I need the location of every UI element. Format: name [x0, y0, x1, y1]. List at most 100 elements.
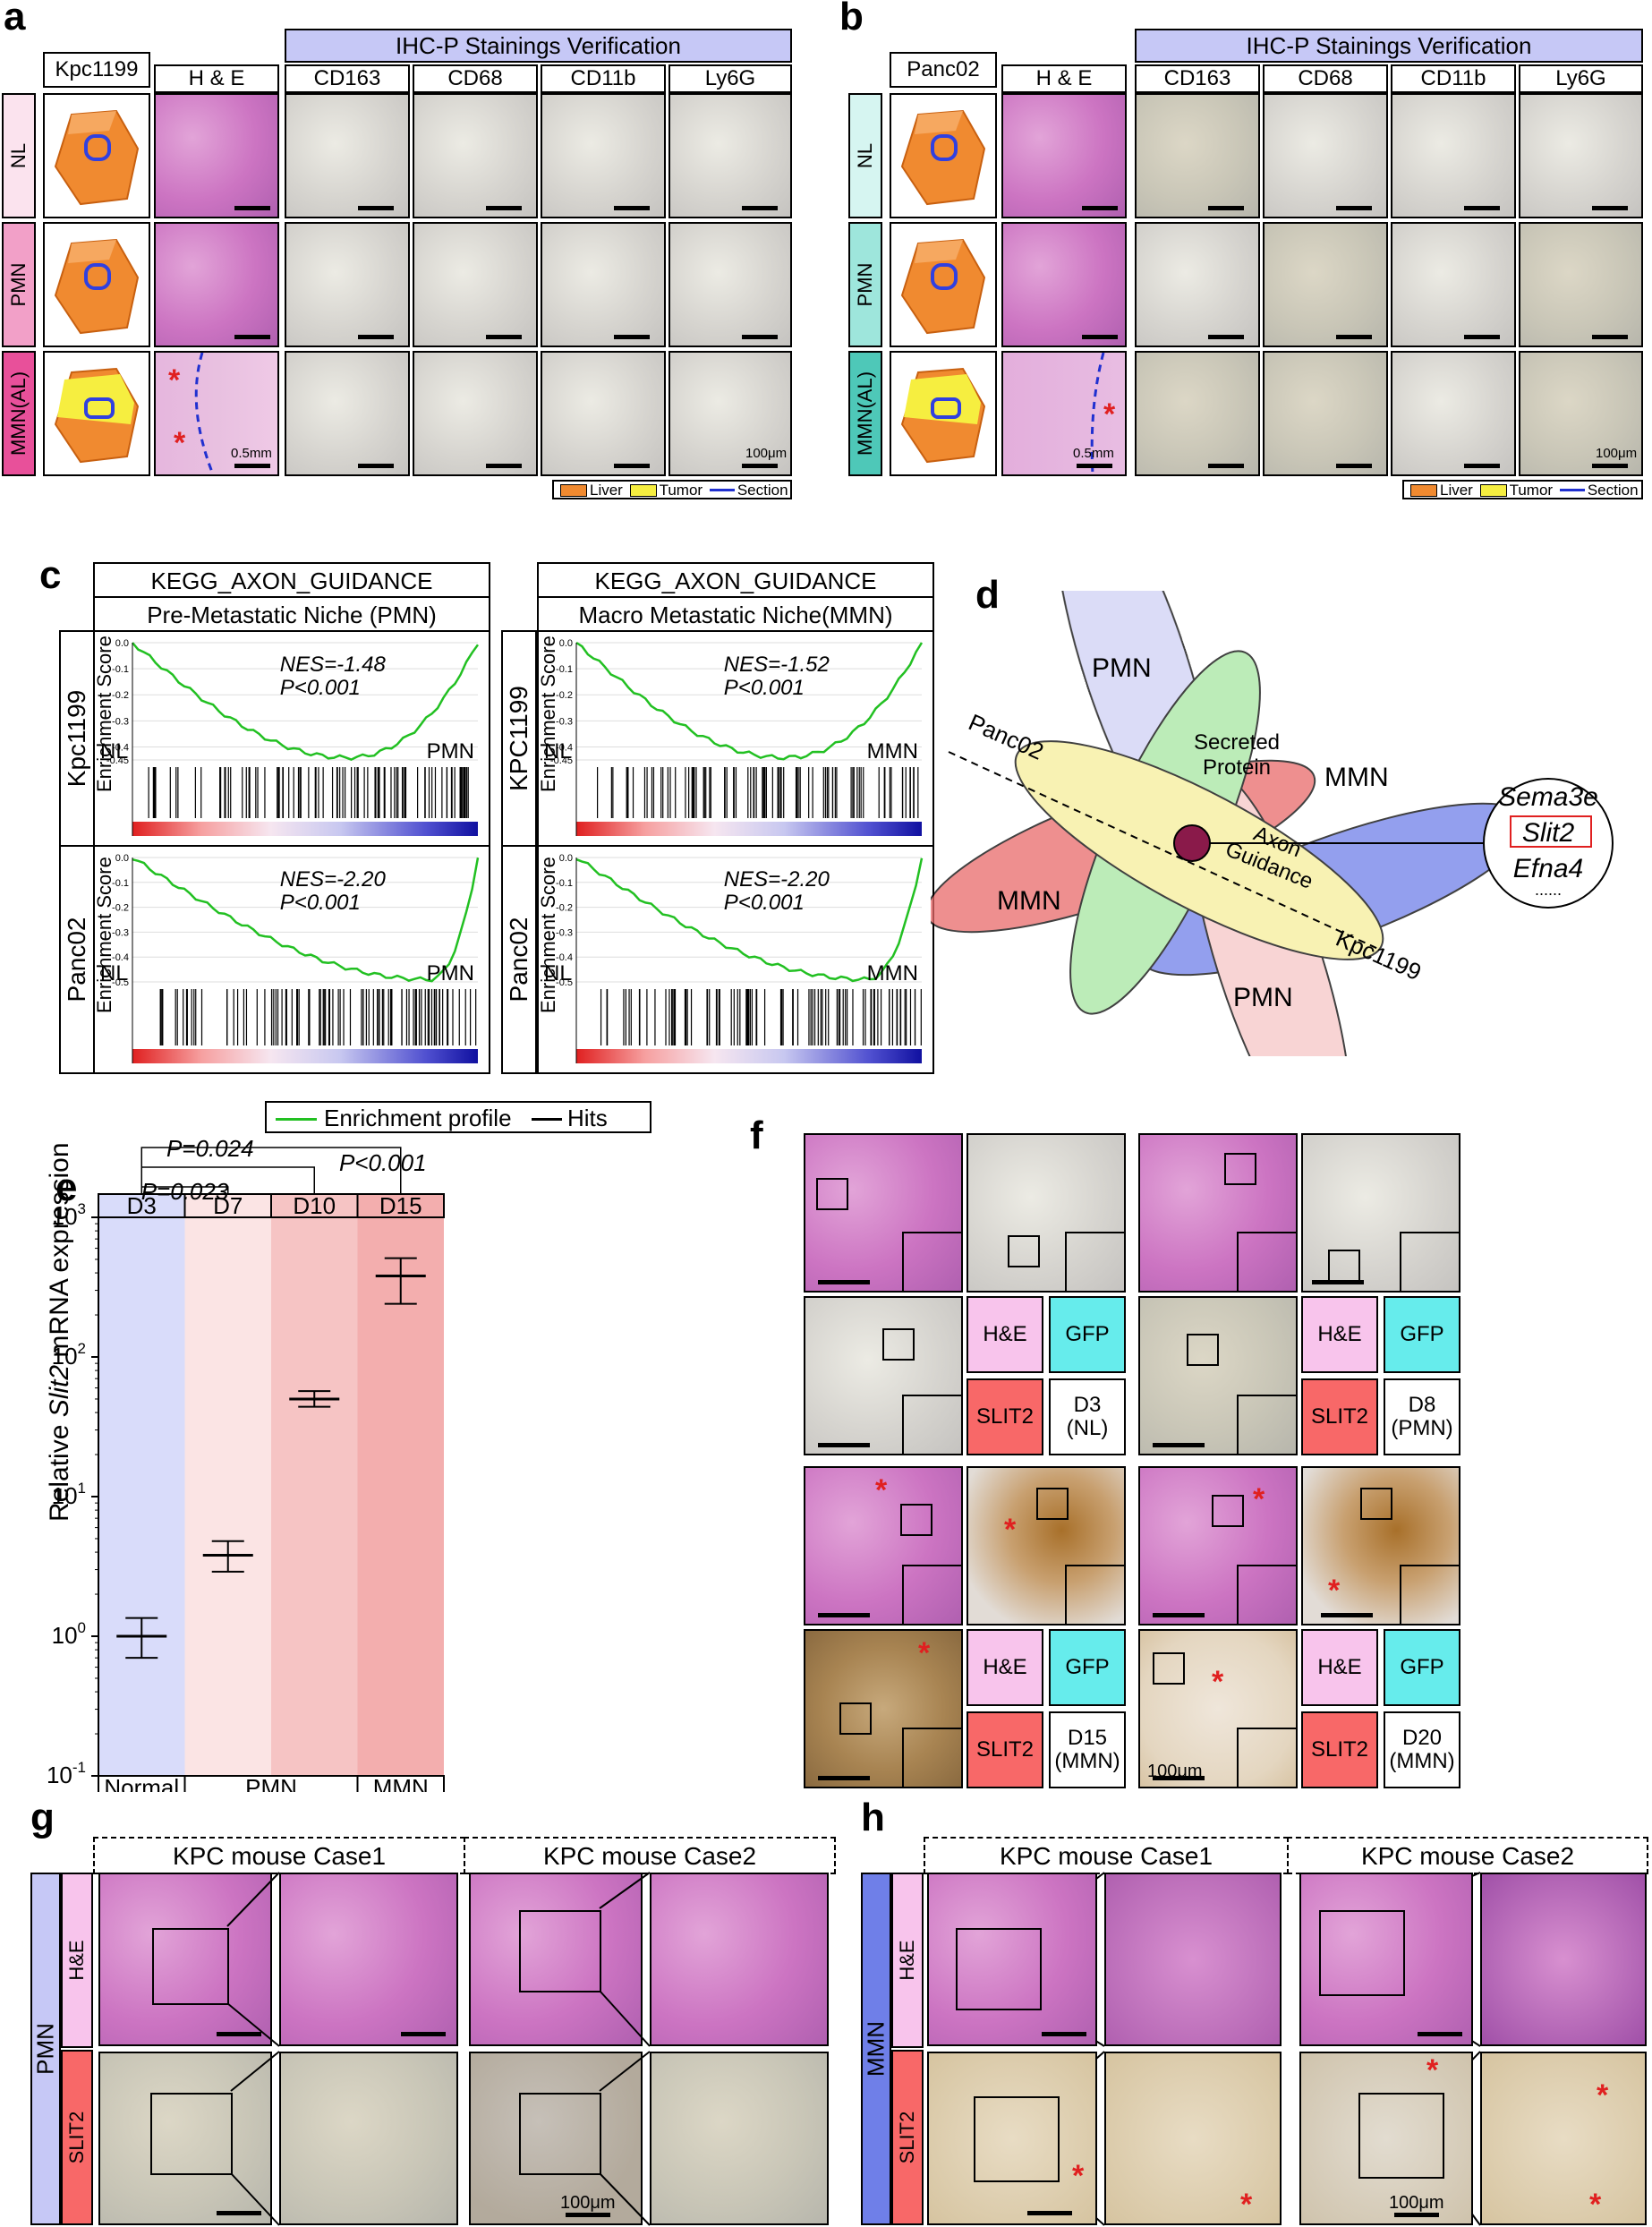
panel-a-cd163-mmn: [285, 351, 410, 476]
gsea-from-label: NL: [100, 739, 128, 764]
chart-significance-label: P=0.024: [166, 1135, 254, 1162]
panel-c-row1-label-right: KPC1199: [501, 630, 537, 847]
panel-label-c: c: [39, 553, 62, 597]
gsea-to-label: MMN: [867, 961, 918, 986]
gsea-pvalue: P<0.001: [724, 676, 805, 700]
panel-b-cd163-nl: [1135, 93, 1260, 218]
panel-a-cd163-nl: [285, 93, 410, 218]
gsea-y-tick: 0.0: [115, 853, 129, 864]
panel-a-col-ly6g: Ly6G: [668, 64, 792, 93]
f-d8-he: [1138, 1133, 1298, 1293]
enrichment-profile-line: [132, 642, 480, 761]
panel-label-e: e: [55, 1165, 78, 1209]
gsea-rank-bar: [132, 1049, 478, 1063]
chart-category-label: D15: [379, 1192, 422, 1219]
gsea-y-tick: -0.2: [112, 690, 129, 701]
gsea-y-tick: -0.4: [556, 742, 573, 753]
enrichment-profile-swatch: [276, 1118, 317, 1121]
gsea-y-tick: -0.2: [556, 903, 573, 914]
gsea-to-label: PMN: [427, 739, 474, 764]
panel-a-cd11b-mmn: [541, 351, 666, 476]
panel-b-col-ly6g: Ly6G: [1519, 64, 1643, 93]
gsea-y-tick: 0.0: [115, 638, 129, 649]
gsea-y-tick: -0.2: [112, 903, 129, 914]
legend-profile-label: Enrichment profile: [324, 1105, 512, 1131]
panel-b-row-pmn: PMN: [848, 222, 882, 347]
panel-a-cd163-pmn: [285, 222, 410, 347]
f-d15-slit2: *: [804, 1629, 963, 1788]
chart-band: [98, 1194, 185, 1776]
chart-category-label: D3: [127, 1192, 157, 1219]
h-case2-slit2-zoom: * *: [1480, 2052, 1647, 2225]
panel-label-a: a: [4, 0, 26, 38]
h-group-label: MMN: [861, 1873, 891, 2225]
panel-b-cd68-nl: [1263, 93, 1388, 218]
gsea-y-tick: -0.45: [550, 755, 573, 766]
panel-a-col-cd163: CD163: [285, 64, 410, 93]
gsea-nes: NES=-2.20: [280, 867, 387, 892]
panel-c-legend: Enrichment profile Hits: [265, 1101, 651, 1133]
gsea-y-tick: -0.4: [112, 952, 129, 963]
hits-swatch: [532, 1118, 562, 1121]
chart-category-label: D7: [213, 1192, 243, 1219]
g-case1-slit2-overview: [98, 2052, 272, 2225]
g-case2-header: KPC mouse Case2: [464, 1837, 836, 1874]
g-group-label: PMN: [30, 1873, 61, 2225]
panel-a-he-mmn: * * 0.5mm: [154, 351, 279, 476]
gsea-pvalue: P<0.001: [724, 891, 805, 915]
f-d15-he: *: [804, 1466, 963, 1625]
panel-a-cd68-nl: [413, 93, 538, 218]
chart-group-box: [356, 1775, 445, 1792]
liver-model-pmn: [43, 222, 150, 347]
h-case2-header: KPC mouse Case2: [1287, 1837, 1648, 1874]
panel-a-cd68-pmn: [413, 222, 538, 347]
g-scale-label: 100μm: [560, 2193, 616, 2213]
chart-band: [271, 1194, 358, 1776]
red-star-icon: *: [174, 426, 186, 460]
gsea-y-tick: -0.5: [556, 977, 573, 988]
liver-model-pmn: [890, 222, 997, 347]
legend-hits-label: Hits: [567, 1105, 608, 1131]
panel-a-cd68-mmn: [413, 351, 538, 476]
gsea-y-tick: -0.3: [556, 716, 573, 727]
gsea-to-label: PMN: [427, 961, 474, 986]
panel-b-col-cd11b: CD11b: [1391, 64, 1516, 93]
f-d8-gfp: [1301, 1133, 1460, 1293]
f-d8-he-key: H&E: [1301, 1296, 1378, 1373]
gsea-pvalue: P<0.001: [280, 891, 361, 915]
panel-a-ly6g-pmn: [668, 222, 792, 347]
h-row-he: H&E: [891, 1873, 924, 2048]
liver-model-mmn: [43, 351, 150, 476]
venn-label-mmn-right: MMN: [1324, 763, 1389, 792]
panel-b-he-pmn: [1001, 222, 1127, 347]
panel-b-cd11b-pmn: [1391, 222, 1516, 347]
panel-label-f: f: [750, 1114, 763, 1157]
gsea-nes: NES=-1.48: [280, 653, 387, 677]
g-case2-he-zoom: [650, 1873, 829, 2046]
gsea-nes: NES=-1.52: [724, 653, 830, 677]
f-d3-he: [804, 1133, 963, 1293]
h-case2-he-zoom: [1480, 1873, 1647, 2046]
gsea-y-tick: -0.1: [556, 878, 573, 889]
chart-band: [184, 1194, 271, 1776]
gene-efna4: Efna4: [1512, 854, 1584, 883]
f-d20-he: *: [1138, 1466, 1298, 1625]
f-d15-gfp: *: [967, 1466, 1126, 1625]
g-case1-he-overview: [98, 1873, 272, 2046]
gene-sema3e: Sema3e: [1498, 782, 1598, 812]
f-d3-he-key: H&E: [967, 1296, 1043, 1373]
f-d8-timepoint: D8 (PMN): [1384, 1378, 1460, 1455]
venn-label-pmn-bottom: PMN: [1233, 983, 1293, 1012]
panel-a-scale-ihc: 100μm: [745, 446, 788, 461]
panel-c-left-geneset: KEGG_AXON_GUIDANCE: [93, 562, 490, 598]
gsea-pvalue: P<0.001: [280, 676, 361, 700]
panel-c-right-geneset: KEGG_AXON_GUIDANCE: [537, 562, 934, 598]
panel-a-col-cd68: CD68: [413, 64, 538, 93]
gene-slit2: Slit2: [1521, 818, 1575, 848]
gsea-y-tick: -0.1: [556, 664, 573, 675]
f-d20-gfp: *: [1301, 1466, 1460, 1625]
panel-b-cd163-mmn: [1135, 351, 1260, 476]
chart-group-label: PMN: [245, 1774, 297, 1792]
venn-label-pmn-top: PMN: [1092, 653, 1152, 683]
